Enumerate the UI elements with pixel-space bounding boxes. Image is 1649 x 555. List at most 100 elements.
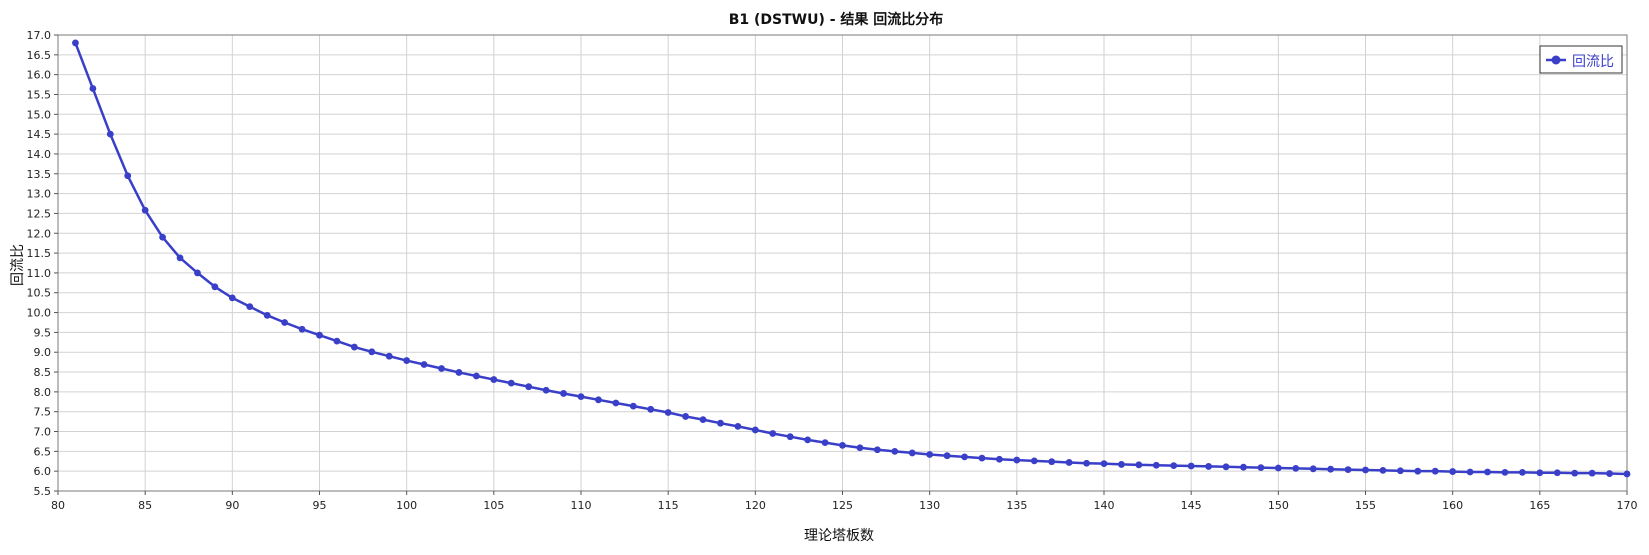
data-point <box>403 357 411 364</box>
data-point <box>1501 468 1509 476</box>
data-point <box>996 455 1003 463</box>
data-point <box>786 433 794 441</box>
data-point <box>978 454 986 462</box>
data-point <box>1065 459 1073 466</box>
y-tick-label: 11.5 <box>27 247 52 260</box>
y-tick-label: 14.0 <box>27 148 52 161</box>
data-point <box>473 372 480 380</box>
data-point <box>228 294 236 302</box>
y-tick-label: 17.0 <box>27 29 52 42</box>
data-point <box>1396 467 1404 475</box>
x-tick-label: 160 <box>1442 499 1463 512</box>
data-point <box>664 409 672 416</box>
x-axis-label: 理论塔板数 <box>804 528 874 544</box>
data-point <box>873 446 881 454</box>
data-point <box>908 449 916 457</box>
data-point <box>490 376 498 383</box>
legend-box <box>1539 45 1623 74</box>
y-tick-label: 7.0 <box>34 426 52 439</box>
data-point <box>839 442 846 449</box>
data-point <box>159 233 167 241</box>
data-point <box>385 352 393 360</box>
x-tick-label: 155 <box>1355 499 1376 512</box>
legend-marker-icon <box>1551 55 1561 65</box>
x-tick-label: 105 <box>483 499 504 512</box>
x-tick-label: 145 <box>1181 499 1202 512</box>
y-tick-label: 5.5 <box>34 485 52 498</box>
y-tick-label: 12.5 <box>27 207 52 220</box>
data-point <box>577 393 585 401</box>
x-tick-label: 115 <box>658 499 679 512</box>
data-point <box>420 361 428 368</box>
x-tick-label: 170 <box>1617 499 1638 512</box>
data-point <box>1152 461 1160 469</box>
y-tick-label: 10.0 <box>27 307 52 320</box>
data-point <box>734 422 742 430</box>
data-point <box>263 311 271 319</box>
y-tick-label: 15.5 <box>27 88 52 101</box>
y-tick-label: 12.0 <box>27 227 52 240</box>
data-point <box>211 283 219 291</box>
data-point <box>1379 466 1387 474</box>
x-tick-label: 140 <box>1094 499 1115 512</box>
data-point <box>316 331 323 339</box>
data-point <box>1344 466 1352 473</box>
data-point <box>124 172 132 180</box>
data-point <box>1553 469 1561 477</box>
y-tick-label: 11.0 <box>27 267 52 280</box>
data-point <box>1362 466 1369 474</box>
data-point <box>717 419 724 427</box>
x-tick-label: 135 <box>1006 499 1027 512</box>
data-point <box>72 39 79 47</box>
y-tick-label: 13.5 <box>27 168 52 181</box>
data-point <box>1606 470 1613 477</box>
y-tick-label: 8.5 <box>34 366 52 379</box>
legend[interactable]: 回流比 <box>1539 45 1623 74</box>
data-point <box>1571 469 1579 477</box>
data-point <box>1205 463 1212 470</box>
data-point <box>1170 462 1178 470</box>
series-line <box>74 41 1629 476</box>
x-tick-label: 80 <box>51 499 65 512</box>
data-point <box>176 254 184 262</box>
data-point <box>106 130 114 138</box>
data-point <box>1292 465 1300 472</box>
data-point <box>1484 468 1491 476</box>
data-point <box>246 303 254 311</box>
axis-ticks: 80 85 90 95 100 105 110 115 120 125 130 135 140 145 15… <box>27 29 1638 512</box>
data-point <box>769 430 777 437</box>
legend-label: 回流比 <box>1572 54 1614 70</box>
data-point <box>350 343 358 351</box>
x-tick-label: 85 <box>138 499 152 512</box>
x-tick-label: 90 <box>225 499 239 512</box>
data-point <box>1083 459 1090 467</box>
data-point <box>1536 469 1544 477</box>
x-tick-label: 150 <box>1268 499 1289 512</box>
y-tick-label: 8.0 <box>34 386 52 399</box>
y-tick-label: 15.0 <box>27 108 52 121</box>
grid <box>57 34 1628 492</box>
data-point <box>455 369 463 376</box>
data-point <box>682 413 689 420</box>
data-point <box>560 390 567 397</box>
data-point <box>1222 463 1230 471</box>
data-point <box>1100 460 1108 468</box>
y-tick-label: 9.5 <box>34 326 52 339</box>
data-point <box>1519 468 1526 476</box>
data-point <box>1118 461 1125 468</box>
data-point <box>629 402 637 410</box>
y-tick-label: 7.5 <box>34 406 52 419</box>
data-point <box>926 451 934 458</box>
data-point <box>1466 468 1474 476</box>
series-layer <box>72 39 1631 478</box>
data-point <box>961 453 968 461</box>
data-point <box>333 337 341 345</box>
data-point <box>507 379 515 387</box>
data-point <box>1257 464 1265 472</box>
y-tick-label: 9.0 <box>34 346 52 359</box>
data-point <box>595 396 602 404</box>
data-point <box>1135 461 1143 469</box>
data-point <box>699 416 707 424</box>
